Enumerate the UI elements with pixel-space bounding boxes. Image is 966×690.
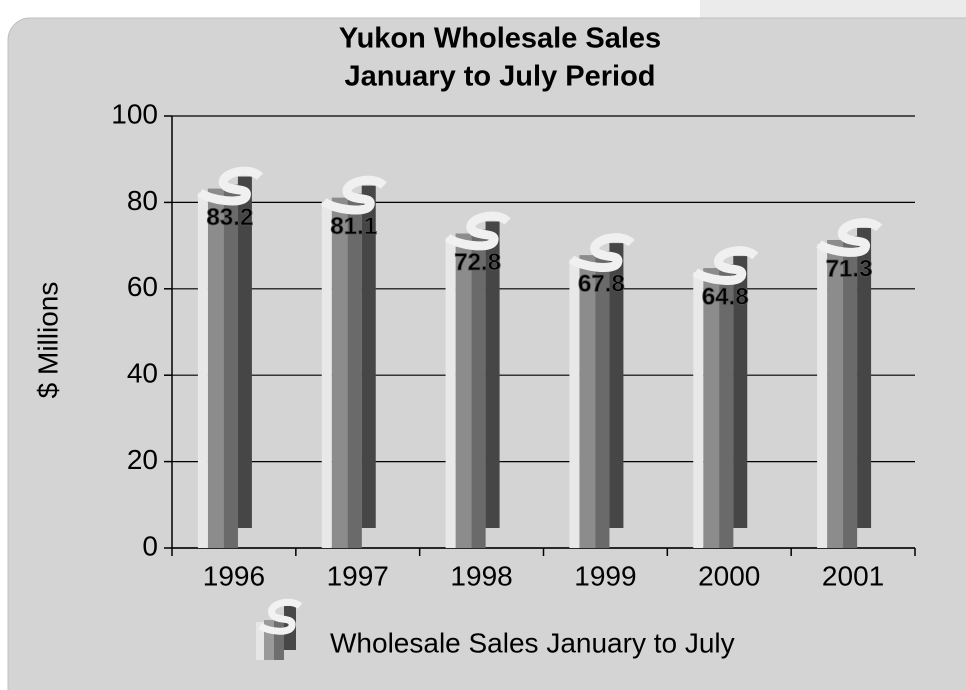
- bar-dollar-top: [320, 175, 387, 215]
- bar-dollar-top: [197, 166, 264, 206]
- bar-shade: [471, 229, 486, 548]
- y-tick-label: 20: [127, 444, 158, 475]
- y-tick-label: 100: [111, 98, 158, 129]
- bar-back: [857, 227, 872, 528]
- legend-icon: [264, 620, 274, 660]
- y-tick-label: 40: [127, 358, 158, 389]
- bar-back: [485, 221, 500, 528]
- bar-back: [609, 243, 624, 528]
- plot-area: 0 20 40 60 80 100 1996 1997 1998 1999 2000 2001 83.2…: [111, 98, 916, 591]
- bar-shade: [595, 251, 610, 548]
- data-label: 72.8: [454, 249, 501, 276]
- bar-shade: [719, 264, 734, 548]
- data-label: 81.1: [330, 213, 377, 240]
- legend-icon: [274, 616, 284, 660]
- bar-back: [733, 256, 748, 528]
- bar-highlight: [569, 259, 580, 548]
- legend-icon: [258, 598, 303, 635]
- data-label: 71.3: [826, 255, 873, 282]
- bar-dollar-top: [568, 233, 635, 272]
- bar-highlight: [197, 192, 208, 549]
- y-tick-label: 80: [127, 185, 158, 216]
- x-tick-label: 2001: [822, 560, 884, 591]
- data-label: 64.8: [702, 283, 749, 310]
- bar-dollar-top: [816, 218, 883, 257]
- bar-dollar-top: [692, 246, 759, 285]
- bar-shade: [843, 235, 858, 548]
- bar-dollar-top: [444, 211, 511, 251]
- bar-highlight: [817, 243, 828, 548]
- chart-subtitle: January to July Period: [344, 61, 655, 93]
- x-tick-label: 1997: [327, 560, 389, 591]
- x-tick-label: 2000: [698, 560, 760, 591]
- legend: Wholesale Sales January to July: [256, 598, 735, 660]
- bar-highlight: [321, 201, 332, 548]
- legend-label: Wholesale Sales January to July: [330, 627, 735, 658]
- chart-title: Yukon Wholesale Sales: [339, 23, 661, 55]
- bar-shade: [347, 193, 362, 548]
- bar-back: [361, 185, 376, 528]
- y-axis-label: $ Millions: [32, 282, 63, 399]
- bar-highlight: [693, 272, 704, 548]
- x-tick-label: 1996: [203, 560, 265, 591]
- bar-back: [237, 176, 252, 529]
- y-tick-label: 60: [127, 271, 158, 302]
- x-tick-label: 1999: [574, 560, 636, 591]
- bar-shade: [223, 184, 238, 549]
- top-strip: [700, 0, 966, 18]
- data-label: 67.8: [578, 270, 625, 297]
- data-label: 83.2: [207, 204, 254, 231]
- x-tick-label: 1998: [450, 560, 512, 591]
- y-tick-label: 0: [142, 530, 158, 561]
- bar-highlight: [445, 237, 456, 548]
- legend-icon: [256, 622, 264, 660]
